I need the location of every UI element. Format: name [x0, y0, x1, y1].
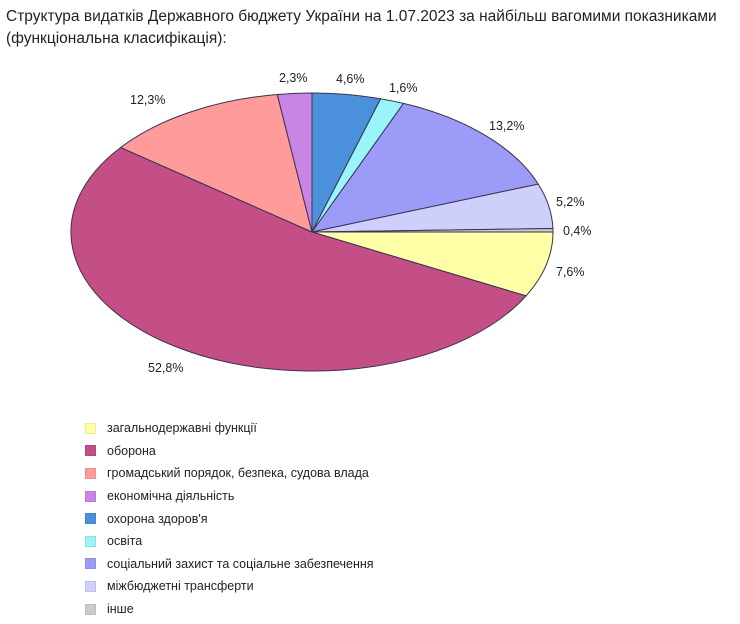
legend-item: соціальний захист та соціальне забезпече… — [85, 553, 374, 576]
slice-value-label: 13,2% — [489, 119, 524, 133]
slice-value-label: 52,8% — [148, 361, 183, 375]
legend-item: міжбюджетні трансферти — [85, 575, 374, 598]
legend-label: освіта — [107, 534, 143, 549]
legend-swatch — [85, 445, 96, 457]
legend-label: охорона здоров'я — [107, 511, 208, 526]
legend-swatch — [85, 558, 96, 570]
legend-item: освіта — [85, 530, 374, 553]
legend-label: загальнодержавні функції — [107, 421, 257, 436]
legend-label: міжбюджетні трансферти — [107, 579, 254, 594]
chart-title: Структура видатків Державного бюджету Ук… — [6, 8, 717, 47]
legend-swatch — [85, 422, 96, 434]
slice-value-label: 7,6% — [556, 265, 585, 279]
slice-value-label: 0,4% — [563, 224, 592, 238]
legend-swatch — [85, 535, 96, 547]
legend-swatch — [85, 490, 96, 502]
pie-slice — [311, 228, 554, 233]
slice-value-label: 12,3% — [130, 93, 165, 107]
legend-swatch — [85, 603, 96, 615]
legend-label: соціальний захист та соціальне забезпече… — [107, 556, 374, 571]
slice-value-label: 2,3% — [279, 71, 308, 85]
slice-value-label: 4,6% — [336, 72, 365, 86]
legend-swatch — [85, 580, 96, 592]
legend-item: економічна діяльність — [85, 485, 374, 508]
legend-swatch — [85, 513, 96, 525]
legend-label: громадський порядок, безпека, судова вла… — [107, 466, 369, 481]
pie-slice — [120, 93, 313, 233]
legend-item: охорона здоров'я — [85, 507, 374, 530]
legend-label: оборона — [107, 443, 156, 458]
slice-value-label: 5,2% — [556, 195, 585, 209]
legend-item: громадський порядок, безпека, судова вла… — [85, 462, 374, 485]
pie-chart: 7,6% 52,8% 12,3% 2,3% 4,6% 1,6% 13,2% 5,2% 0,4% — [70, 71, 592, 375]
legend-label: економічна діяльність — [107, 489, 235, 504]
chart-legend: загальнодержавні функції оборона громадськ… — [85, 417, 374, 620]
slice-value-label: 1,6% — [389, 81, 418, 95]
pie-slice — [311, 102, 539, 233]
legend-swatch — [85, 467, 96, 479]
legend-item: інше — [85, 598, 374, 621]
legend-item: загальнодержавні функції — [85, 417, 374, 440]
pie-slice — [70, 147, 527, 372]
legend-label: інше — [107, 602, 134, 617]
legend-item: оборона — [85, 440, 374, 463]
pie-slice — [311, 231, 554, 297]
